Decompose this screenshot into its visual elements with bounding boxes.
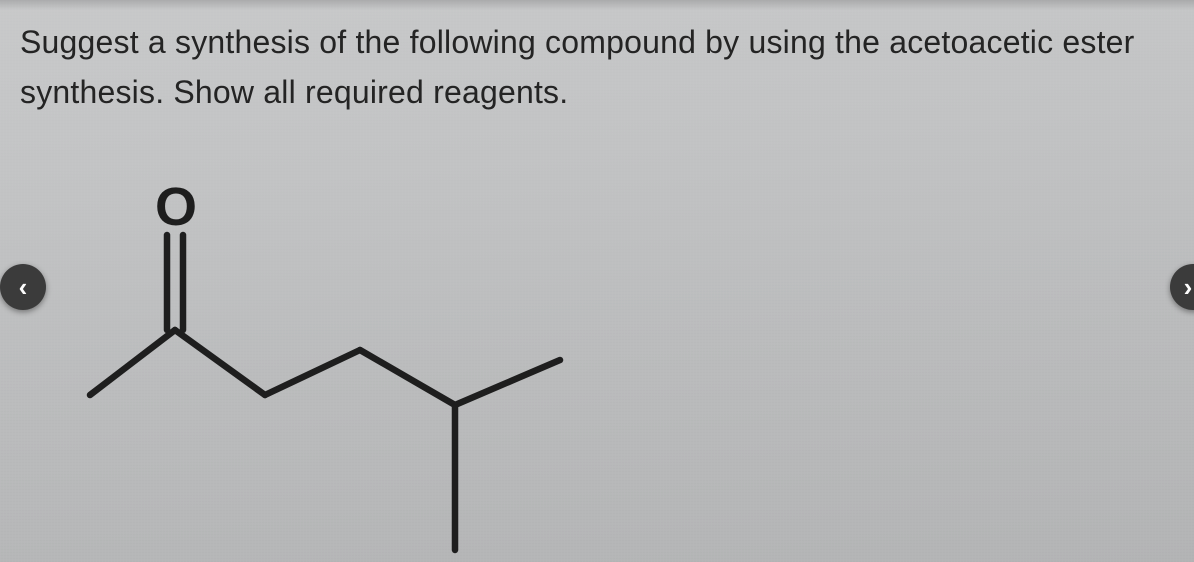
bond-c3-c4 bbox=[265, 350, 360, 395]
question-text: Suggest a synthesis of the following com… bbox=[20, 18, 1174, 117]
chevron-left-icon: ‹ bbox=[19, 272, 28, 303]
molecule-svg: O bbox=[70, 180, 690, 560]
molecule-structure: O bbox=[70, 180, 690, 560]
bond-c2-c3 bbox=[175, 330, 265, 395]
prev-button[interactable]: ‹ bbox=[0, 264, 46, 310]
bond-c2-c1 bbox=[90, 330, 175, 395]
next-button[interactable]: › bbox=[1170, 264, 1194, 310]
bond-c5-c7 bbox=[455, 360, 560, 405]
bond-c4-c5 bbox=[360, 350, 455, 405]
chevron-right-icon: › bbox=[1184, 272, 1193, 303]
page-surface: Suggest a synthesis of the following com… bbox=[0, 0, 1194, 562]
oxygen-label: O bbox=[155, 180, 197, 237]
top-edge-shadow bbox=[0, 0, 1194, 10]
